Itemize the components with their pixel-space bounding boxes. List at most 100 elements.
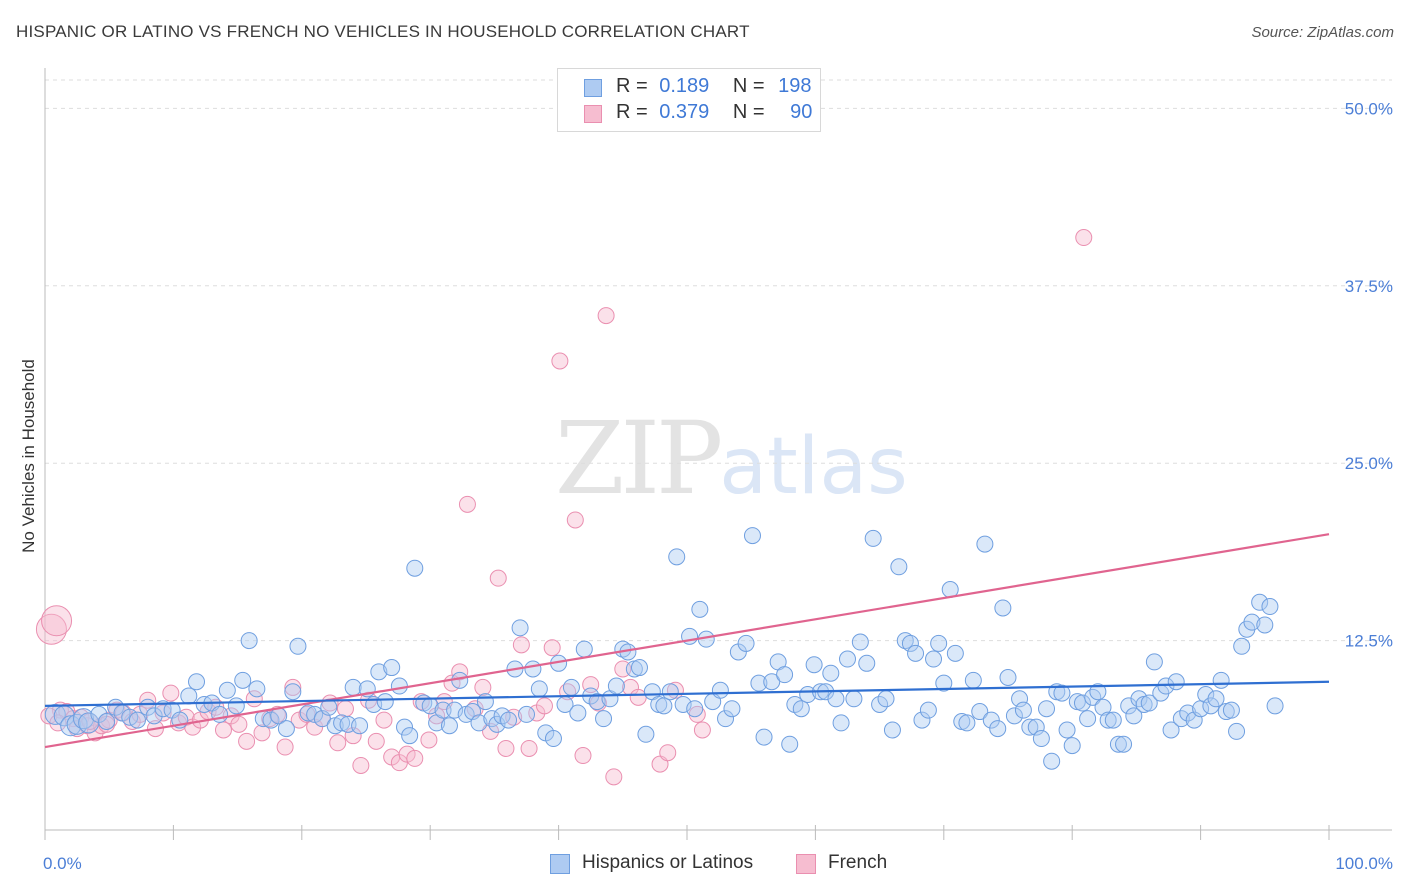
- hispanic-point: [805, 656, 823, 674]
- hispanic-point: [1005, 707, 1023, 725]
- french-point: [336, 700, 354, 718]
- hispanic-point: [792, 700, 810, 718]
- hispanic-point: [686, 700, 704, 718]
- hispanic-point: [723, 700, 741, 718]
- hispanic-point: [1073, 694, 1091, 712]
- french-point: [597, 307, 615, 325]
- french-point: [253, 724, 271, 742]
- french-point: [659, 744, 677, 762]
- hispanic-trend-line: [44, 680, 1330, 707]
- y-tick-label: 37.5%: [1345, 277, 1393, 296]
- french-point: [214, 721, 232, 739]
- hispanic-point: [406, 559, 424, 577]
- hispanic-point: [1125, 707, 1143, 725]
- hispanic-point: [396, 718, 414, 736]
- hispanic-point: [999, 668, 1017, 686]
- hispanic-point: [781, 735, 799, 753]
- hispanic-point: [1089, 683, 1107, 701]
- y-tick-label: 12.5%: [1345, 632, 1393, 651]
- hispanic-point: [994, 599, 1012, 617]
- r-value: 0.379: [659, 101, 710, 123]
- french-point: [352, 756, 370, 774]
- french-point: [466, 700, 484, 718]
- hispanic-point: [107, 698, 125, 716]
- hispanic-points: [44, 527, 1284, 770]
- hispanic-point: [1179, 704, 1197, 722]
- hispanic-point: [248, 680, 266, 698]
- trend-lines: [44, 533, 1330, 749]
- hispanic-point: [351, 717, 369, 735]
- hispanic-point: [145, 707, 163, 725]
- hispanic-point: [1212, 671, 1230, 689]
- hispanic-point: [827, 690, 845, 708]
- hispanic-point: [607, 677, 625, 695]
- hispanic-point: [306, 705, 324, 723]
- hispanic-point: [890, 558, 908, 576]
- hispanic-point: [832, 714, 850, 732]
- french-point: [458, 495, 476, 513]
- hispanic-point: [1099, 711, 1117, 729]
- french-point: [238, 732, 256, 750]
- hispanic-point: [776, 666, 794, 684]
- hispanic-point: [1162, 721, 1180, 739]
- hispanic-point: [569, 704, 587, 722]
- r-value: 0.189: [659, 75, 710, 97]
- legend-text-french: R = 0.379 N = 90: [616, 101, 812, 124]
- legend-text-hispanic: R = 0.189 N = 198: [616, 75, 812, 98]
- hispanic-point: [1222, 701, 1240, 719]
- hispanic-point: [919, 701, 937, 719]
- hispanic-point: [946, 644, 964, 662]
- hispanic-point: [1021, 718, 1039, 736]
- watermark-atlas: atlas: [719, 422, 908, 512]
- tick-labels: 12.5% 25.0% 37.5% 50.0% 0.0% 100.0%: [43, 99, 1393, 873]
- hispanic-point: [971, 703, 989, 721]
- hispanic-point: [851, 633, 869, 651]
- hispanic-point: [98, 712, 116, 730]
- hispanic-point: [871, 695, 889, 713]
- r-label: R =: [616, 75, 648, 97]
- hispanic-point: [907, 644, 925, 662]
- hispanic-point: [864, 529, 882, 547]
- hispanic-point: [128, 711, 146, 729]
- french-point: [230, 715, 248, 733]
- hispanic-point: [284, 683, 302, 701]
- french-point: [574, 747, 592, 765]
- hispanic-point: [390, 677, 408, 695]
- french-point: [482, 722, 500, 740]
- x-tick-label: 0.0%: [43, 854, 82, 873]
- hispanic-point: [1079, 710, 1097, 728]
- hispanic-point: [1251, 593, 1269, 611]
- french-point: [512, 636, 530, 654]
- y-tick-label: 25.0%: [1345, 454, 1393, 473]
- hispanic-point: [935, 674, 953, 692]
- legend-label-hispanic: Hispanics or Latinos: [582, 852, 754, 873]
- hispanic-point: [562, 678, 580, 696]
- chart-title: HISPANIC OR LATINO VS FRENCH NO VEHICLES…: [16, 22, 750, 41]
- french-point: [41, 605, 73, 637]
- hispanic-point: [1197, 686, 1215, 704]
- french-point: [605, 768, 623, 786]
- hispanic-point: [188, 673, 206, 691]
- french-point: [428, 707, 446, 725]
- n-label: N =: [732, 75, 765, 97]
- hispanic-point: [1233, 637, 1251, 655]
- watermark-zip: ZIP: [555, 400, 723, 517]
- hispanic-point: [289, 637, 307, 655]
- french-trend-line: [44, 533, 1330, 749]
- hispanic-point: [1243, 613, 1261, 631]
- hispanic-point: [1207, 690, 1225, 708]
- french-point: [420, 731, 438, 749]
- french-point: [35, 613, 67, 645]
- hispanic-point: [518, 705, 535, 723]
- watermark: ZIPatlas: [555, 400, 908, 517]
- hispanic-point: [451, 671, 469, 689]
- hispanic-point: [839, 650, 856, 668]
- legend-swatch-french: [584, 105, 602, 123]
- hispanic-point: [376, 693, 394, 711]
- french-point: [520, 739, 538, 757]
- y-tick-label: 50.0%: [1345, 99, 1393, 118]
- x-tick-label: 100.0%: [1335, 854, 1393, 873]
- french-point: [451, 663, 469, 681]
- axes: [44, 68, 1392, 840]
- legend-swatch-hispanic: [550, 854, 570, 874]
